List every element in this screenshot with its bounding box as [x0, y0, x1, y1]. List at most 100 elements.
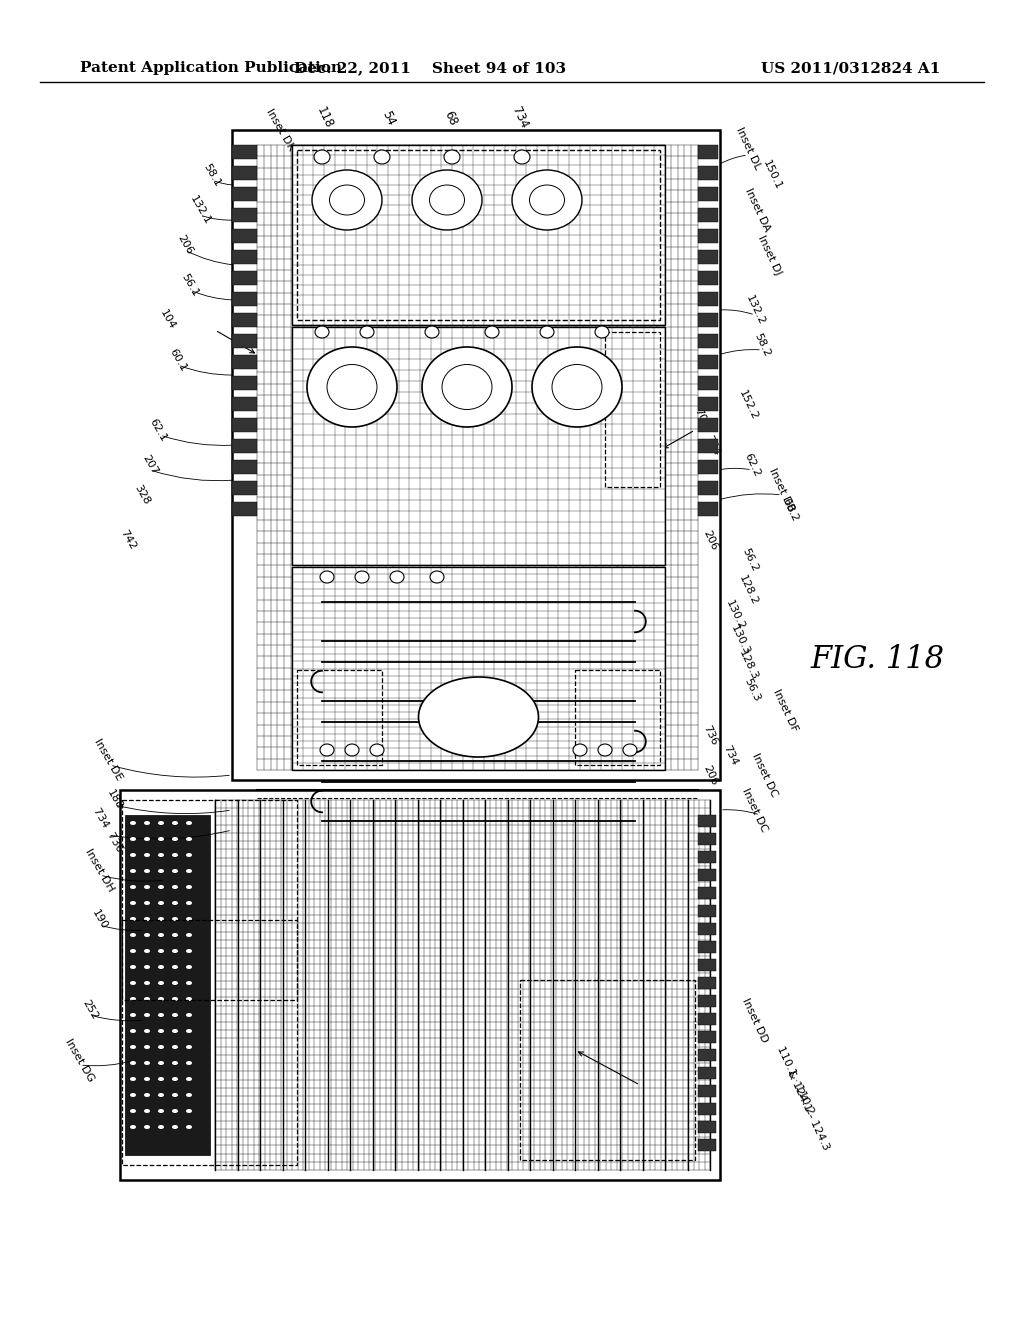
Ellipse shape	[158, 917, 164, 921]
Bar	[698, 502, 718, 516]
Ellipse shape	[130, 965, 136, 969]
Ellipse shape	[186, 1093, 193, 1097]
Bar	[698, 376, 718, 389]
Ellipse shape	[130, 1045, 136, 1049]
Text: 206: 206	[701, 763, 719, 787]
Bar	[698, 418, 718, 432]
Ellipse shape	[573, 744, 587, 756]
Ellipse shape	[172, 902, 178, 906]
Text: 188: 188	[105, 788, 125, 812]
Ellipse shape	[144, 1045, 150, 1049]
Ellipse shape	[186, 917, 193, 921]
Ellipse shape	[172, 1012, 178, 1016]
Bar	[698, 313, 718, 327]
Ellipse shape	[355, 572, 369, 583]
Ellipse shape	[186, 853, 193, 857]
Bar	[232, 271, 257, 285]
Text: 54: 54	[379, 108, 397, 128]
Bar	[698, 869, 716, 880]
Bar	[698, 292, 718, 306]
Ellipse shape	[158, 821, 164, 825]
Ellipse shape	[186, 1045, 193, 1049]
Bar	[698, 249, 718, 264]
Bar	[698, 960, 716, 972]
Text: 58.1: 58.1	[202, 162, 222, 189]
Ellipse shape	[529, 185, 564, 215]
Bar	[232, 313, 257, 327]
Ellipse shape	[130, 853, 136, 857]
Text: 62.1: 62.1	[147, 417, 169, 444]
Ellipse shape	[158, 965, 164, 969]
Ellipse shape	[186, 933, 193, 937]
Bar	[698, 1067, 716, 1078]
Text: 128.3: 128.3	[736, 648, 759, 681]
Ellipse shape	[315, 326, 329, 338]
Ellipse shape	[172, 965, 178, 969]
Bar	[232, 459, 257, 474]
Bar	[698, 1139, 716, 1151]
Text: Inset DC: Inset DC	[740, 787, 769, 833]
Ellipse shape	[158, 837, 164, 841]
Ellipse shape	[444, 150, 460, 164]
Text: Inset DC: Inset DC	[751, 751, 779, 799]
Text: 742: 742	[119, 528, 137, 552]
Bar	[232, 502, 257, 516]
Ellipse shape	[186, 1030, 193, 1034]
Text: 56.3: 56.3	[742, 677, 762, 704]
Text: 68: 68	[441, 108, 459, 128]
Bar	[698, 209, 718, 222]
Bar	[698, 887, 716, 899]
Bar	[698, 941, 716, 953]
Ellipse shape	[307, 347, 397, 426]
Text: 130.3: 130.3	[729, 623, 752, 656]
Ellipse shape	[172, 917, 178, 921]
Ellipse shape	[360, 326, 374, 338]
Ellipse shape	[158, 1030, 164, 1034]
Ellipse shape	[186, 821, 193, 825]
Ellipse shape	[172, 1093, 178, 1097]
Bar	[232, 418, 257, 432]
Ellipse shape	[130, 837, 136, 841]
Text: Inset DE: Inset DE	[92, 738, 124, 783]
Ellipse shape	[595, 326, 609, 338]
Ellipse shape	[172, 1077, 178, 1081]
Ellipse shape	[158, 1045, 164, 1049]
Ellipse shape	[144, 949, 150, 953]
Ellipse shape	[186, 965, 193, 969]
Ellipse shape	[186, 837, 193, 841]
Ellipse shape	[540, 326, 554, 338]
Ellipse shape	[390, 572, 404, 583]
Text: 56.1: 56.1	[179, 272, 201, 298]
Bar	[232, 480, 257, 495]
Ellipse shape	[186, 884, 193, 888]
Text: 152.2: 152.2	[736, 388, 759, 421]
Ellipse shape	[327, 364, 377, 409]
Bar	[232, 440, 257, 453]
Ellipse shape	[130, 949, 136, 953]
Ellipse shape	[158, 933, 164, 937]
Bar	[297, 150, 660, 319]
Bar	[232, 397, 257, 411]
Bar	[698, 480, 718, 495]
Bar	[125, 814, 210, 1155]
Ellipse shape	[419, 677, 539, 756]
Ellipse shape	[144, 965, 150, 969]
Ellipse shape	[130, 917, 136, 921]
Ellipse shape	[158, 1109, 164, 1113]
Ellipse shape	[144, 1061, 150, 1065]
Ellipse shape	[172, 1045, 178, 1049]
Ellipse shape	[130, 1030, 136, 1034]
Ellipse shape	[158, 1077, 164, 1081]
Bar	[698, 814, 716, 828]
Bar	[232, 376, 257, 389]
Ellipse shape	[172, 837, 178, 841]
Text: Inset DH: Inset DH	[84, 847, 117, 894]
Text: Inset DA: Inset DA	[743, 186, 772, 234]
Ellipse shape	[172, 933, 178, 937]
Ellipse shape	[130, 1109, 136, 1113]
Bar	[698, 397, 718, 411]
Bar	[232, 166, 257, 180]
Ellipse shape	[425, 326, 439, 338]
Text: & 124.1 - 124.3: & 124.1 - 124.3	[785, 1068, 830, 1151]
Bar	[122, 800, 297, 1001]
